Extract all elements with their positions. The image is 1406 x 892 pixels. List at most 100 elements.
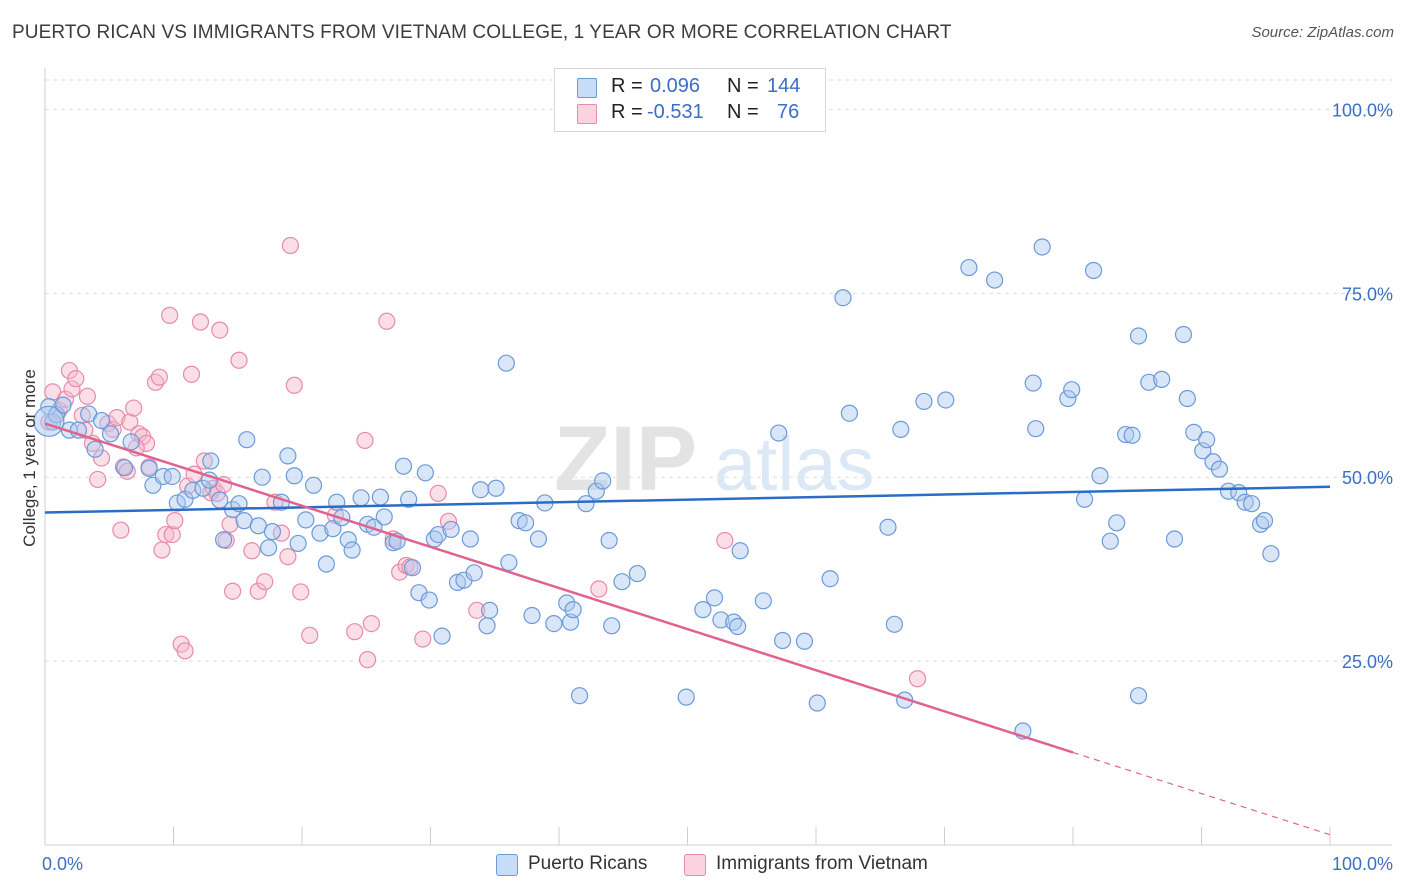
puerto-rican-point [577,495,595,513]
vietnam-point [279,548,297,566]
vietnam-point [195,452,213,470]
puerto-rican-point [1194,442,1212,460]
vietnam-point [63,380,81,398]
chart-title: PUERTO RICAN VS IMMIGRANTS FROM VIETNAM … [12,22,952,43]
puerto-rican-point [101,425,120,443]
puerto-rican-point [478,617,496,635]
legend-n-value: 144 [767,75,801,97]
puerto-rican-point [403,559,422,577]
puerto-rican-point [461,530,479,548]
puerto-rican-point [694,601,712,619]
puerto-rican-point [343,541,361,559]
puerto-rican-point [1117,425,1135,444]
puerto-rican-point [885,615,903,633]
puerto-rican-point [163,467,181,486]
puerto-rican-point [1027,420,1045,438]
vietnam-point [92,449,111,467]
puerto-rican-point [986,271,1004,289]
puerto-rican-point [613,573,631,591]
puerto-rican-trend-line [44,485,1331,514]
puerto-rican-point [500,553,518,572]
vietnam-point [391,563,409,581]
watermark-zip: ZIP [554,408,697,510]
puerto-rican-point [433,627,451,645]
puerto-rican-point [1140,373,1158,391]
puerto-rican-point [1063,381,1081,399]
vietnam-point [378,312,396,330]
legend-n-label: N = [727,75,759,97]
puerto-rican-point [795,632,814,650]
puerto-rican-point [705,589,724,607]
puerto-rican-point [729,617,747,636]
puerto-rican-point [400,490,418,508]
puerto-rican-point [561,613,580,631]
puerto-rican-point [116,459,134,477]
vietnam-point [157,525,175,544]
puerto-rican-point [238,431,256,449]
tick-labels: 25.0% 50.0% 75.0% 100.0% 0.0% 100.0% [42,100,1393,874]
vietnam-point [356,431,374,450]
puerto-rican-point [600,531,618,550]
vietnam-point [281,236,300,255]
vietnam-point [285,376,303,394]
puerto-rican-point [1178,389,1196,408]
axes [44,68,1392,846]
puerto-rican-point [122,433,140,451]
vietnam-point [292,583,310,601]
legend-swatch-blue [577,78,597,98]
puerto-rican-point [1084,261,1103,280]
puerto-rican-point [834,289,852,307]
puerto-rican-point [86,440,104,458]
legend-swatch-pink [577,104,597,124]
vietnam-point [590,580,608,598]
vietnam-point [89,470,107,489]
puerto-rican-point [1091,467,1109,485]
puerto-rican-point [297,511,315,529]
vietnam-trend-line-extension [1072,751,1331,836]
vietnam-point [256,573,274,591]
puerto-rican-point [808,694,826,712]
vietnam-point [346,623,364,641]
puerto-rican-point [879,518,897,536]
puerto-rican-point [712,611,730,629]
y-tick-label: 25.0% [1342,652,1393,672]
puerto-rican-point [1262,545,1280,563]
puerto-rican-point [465,564,483,582]
correlation-legend: R = 0.096 N = 144 R = -0.531 N = 76 [554,68,826,132]
vietnam-point [301,626,319,644]
vietnam-point [249,582,267,600]
vietnam-point [468,601,486,619]
puerto-rican-point [202,452,220,470]
puerto-rican-point [545,614,563,633]
puerto-rican-point [420,591,438,609]
puerto-rican-point [481,601,499,619]
vietnam-points [40,236,927,688]
puerto-rican-point [140,459,158,477]
puerto-rican-point [285,467,303,485]
vietnam-point [224,582,242,600]
trend-lines [44,422,1331,836]
puerto-rican-point [510,512,528,530]
puerto-rican-point [1236,493,1254,511]
puerto-rican-point [263,523,282,541]
puerto-rican-point [1033,238,1051,256]
legend-r-label: R = [611,101,643,123]
puerto-rican-point [184,481,202,500]
puerto-rican-point [311,524,329,542]
source-credit: Source: ZipAtlas.com [1251,24,1394,41]
puerto-rican-point [1198,431,1216,449]
puerto-rican-points [33,238,1280,740]
puerto-rican-point [731,542,749,560]
vietnam-point [121,413,139,431]
puerto-rican-point [558,594,576,612]
puerto-rican-point [375,508,393,526]
vietnam-point [67,370,85,388]
vietnam-point [243,542,261,560]
vietnam-point [125,399,143,417]
puerto-rican-point [587,482,605,500]
puerto-rican-point [677,688,695,706]
vietnam-point [211,321,229,339]
vietnam-point [429,484,447,502]
vietnam-point [358,651,377,669]
puerto-rican-point [279,447,297,465]
